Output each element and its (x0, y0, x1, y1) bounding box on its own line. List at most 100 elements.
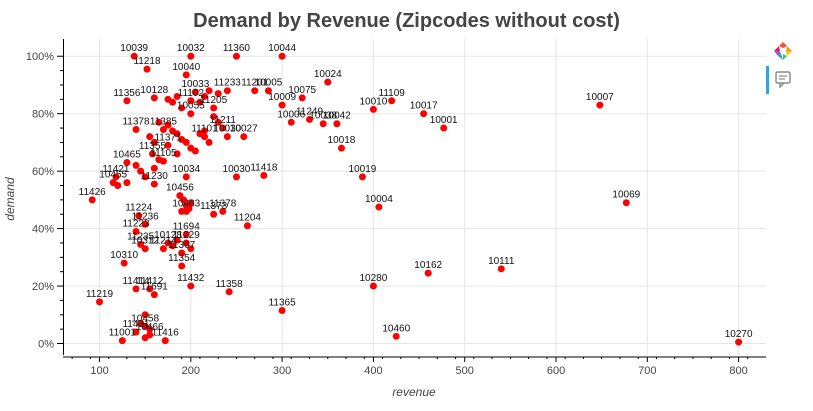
data-point (298, 94, 306, 102)
y-axis-label: demand (3, 177, 17, 221)
data-point (173, 236, 181, 244)
data-point-label: 10001 (430, 115, 458, 126)
data-point-label: 10128 (154, 230, 182, 241)
data-point (164, 141, 172, 149)
data-point-label: 11358 (216, 279, 244, 290)
data-point-label: 11373 (200, 201, 228, 212)
data-point (388, 97, 396, 105)
data-point-label: 11229 (173, 230, 201, 241)
data-point (112, 173, 120, 181)
data-point (622, 199, 630, 207)
data-point (182, 71, 190, 79)
data-point (173, 130, 181, 138)
data-point-label: 10111 (488, 256, 515, 267)
data-point (420, 110, 428, 118)
data-point-label: 11214 (150, 236, 178, 247)
data-point (118, 337, 126, 345)
data-point-label: 10027 (230, 124, 258, 135)
data-point-label: 11204 (234, 213, 262, 224)
data-point (210, 113, 218, 121)
data-point (232, 52, 240, 60)
bokeh-logo-icon[interactable] (772, 40, 794, 62)
x-tick-label: 800 (729, 365, 747, 377)
data-point (182, 173, 190, 181)
data-point (164, 239, 172, 247)
chart-title: Demand by Revenue (Zipcodes without cost… (193, 10, 620, 32)
hover-tool-icon[interactable] (774, 70, 792, 88)
y-axis-line (63, 39, 64, 355)
data-point-label: 10455 (99, 170, 127, 181)
data-point-label: 11694 (173, 221, 201, 232)
data-point-label: 11378 (122, 116, 150, 127)
data-point (191, 147, 199, 155)
data-point (358, 173, 366, 181)
data-point-label: 10312 (131, 236, 159, 247)
data-point (306, 115, 314, 123)
data-point (333, 120, 341, 128)
x-tick-label: 700 (638, 365, 656, 377)
data-point (132, 125, 140, 133)
data-point-label: 11421 (102, 164, 130, 175)
data-point-label: 11101 (191, 124, 218, 135)
data-point (205, 87, 213, 95)
x-tick-label: 200 (182, 365, 200, 377)
data-point (223, 133, 231, 141)
data-point (132, 285, 140, 293)
data-point (141, 311, 149, 319)
data-point (392, 332, 400, 340)
data-point (132, 227, 140, 235)
data-point-label: 10007 (586, 92, 614, 103)
data-point-label: 11378 (209, 198, 237, 209)
data-point-label: 10019 (349, 164, 377, 175)
data-point-label: 11223 (122, 218, 150, 229)
data-point (187, 52, 195, 60)
data-point (278, 101, 286, 109)
data-point-label: 10017 (410, 101, 438, 112)
data-point (150, 164, 158, 172)
y-tick-label: 0% (38, 339, 54, 351)
data-point (497, 265, 505, 273)
data-point (337, 144, 345, 152)
data-point (196, 98, 204, 106)
data-point-label: 10458 (131, 313, 159, 324)
data-point-label: 11233 (214, 78, 242, 89)
data-point-label: 11211 (210, 115, 237, 126)
data-point (240, 133, 248, 141)
data-point (251, 87, 259, 95)
data-point (596, 101, 604, 109)
data-point (219, 207, 227, 215)
data-point-label: 10270 (725, 329, 753, 340)
data-point (123, 179, 131, 187)
data-point (137, 240, 145, 248)
data-point (155, 118, 163, 126)
x-tick-label: 300 (273, 365, 291, 377)
data-point (164, 121, 172, 129)
data-point (219, 124, 227, 132)
data-point-label: 11109 (379, 88, 406, 99)
data-point-label: 11360 (223, 43, 251, 54)
data-point (146, 285, 154, 293)
data-point-label: 10018 (328, 135, 356, 146)
data-point-label: 11219 (86, 289, 114, 300)
data-point (191, 88, 199, 96)
data-point (148, 150, 156, 158)
data-point-label: 10069 (612, 190, 640, 201)
data-point-label: 10310 (110, 250, 138, 261)
data-point-label: 10466 (136, 322, 164, 333)
data-point (109, 179, 117, 187)
data-point-label: 10030 (223, 164, 251, 175)
data-point (132, 161, 140, 169)
axes: 100 200 300 400 500 600 700 800 0% 20% 40% 60% 80% 10… (26, 51, 766, 377)
data-point (141, 322, 149, 330)
active-tool-indicator (766, 66, 769, 94)
y-tick-label: 20% (32, 281, 54, 293)
data-point-label: 10032 (177, 43, 205, 54)
data-point-label: 11367 (168, 240, 196, 251)
chart-toolbar (766, 38, 800, 108)
y-tick-label: 60% (32, 166, 54, 178)
data-point-label: 10460 (382, 323, 410, 334)
data-point (182, 138, 190, 146)
data-point-label: 11230 (141, 171, 169, 182)
